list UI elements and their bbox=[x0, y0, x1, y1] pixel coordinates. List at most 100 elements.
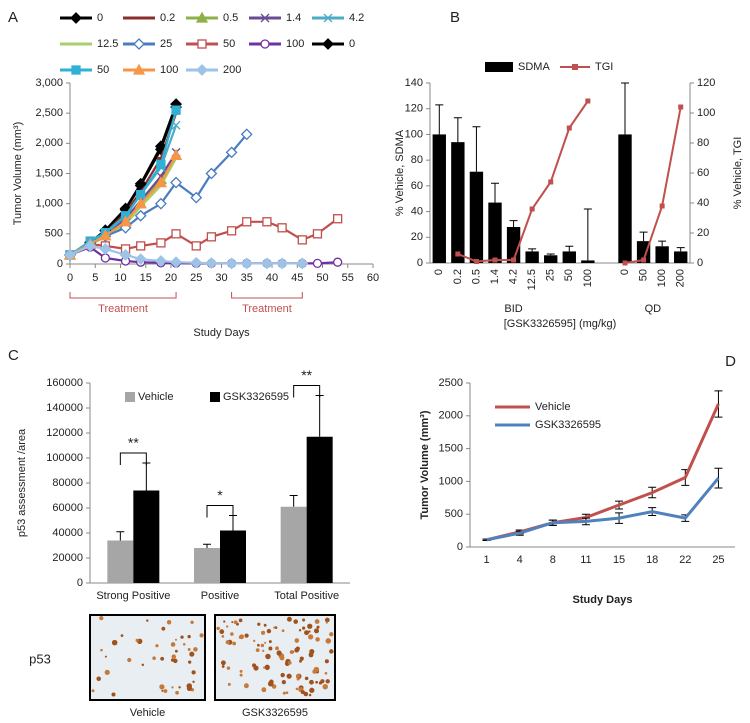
x-tick-label: 1.4 bbox=[489, 269, 501, 284]
nucleus bbox=[239, 669, 243, 673]
significance-label: * bbox=[217, 487, 223, 503]
marker bbox=[277, 223, 287, 233]
nucleus bbox=[260, 643, 265, 648]
marker bbox=[100, 253, 110, 263]
legend-label: 4.2 bbox=[349, 12, 364, 24]
y-tick-label: 0 bbox=[457, 541, 463, 553]
nucleus bbox=[268, 640, 272, 644]
nucleus bbox=[267, 680, 274, 687]
nucleus bbox=[170, 642, 176, 647]
marker bbox=[190, 191, 203, 204]
marker bbox=[170, 176, 182, 189]
x-tick-label: 45 bbox=[291, 272, 303, 284]
group-label: BID bbox=[504, 303, 522, 315]
marker bbox=[171, 229, 181, 239]
nucleus bbox=[265, 653, 271, 660]
error-bar bbox=[509, 220, 518, 227]
legend-label: GSK3326595 bbox=[535, 419, 601, 431]
nucleus bbox=[233, 620, 238, 625]
nucleus bbox=[281, 629, 285, 633]
nucleus bbox=[296, 677, 300, 681]
x-tick-label: 40 bbox=[266, 272, 278, 284]
significance-label: ** bbox=[301, 367, 312, 383]
legend-swatch bbox=[485, 62, 513, 72]
marker bbox=[196, 64, 208, 76]
nucleus bbox=[313, 628, 320, 634]
legend-swatch bbox=[210, 392, 220, 402]
nucleus bbox=[166, 620, 172, 625]
x-tick-label: 50 bbox=[637, 269, 649, 281]
y-tick-label: 1000 bbox=[439, 475, 463, 487]
x-tick-label: 4 bbox=[517, 554, 523, 566]
legend-marker bbox=[572, 64, 578, 70]
marker bbox=[312, 229, 323, 239]
nucleus bbox=[313, 666, 320, 673]
x-tick-label: 55 bbox=[342, 272, 354, 284]
y-tick-label: 1500 bbox=[439, 443, 463, 455]
marker bbox=[548, 179, 554, 185]
marker bbox=[296, 257, 309, 270]
y-tick-label: 80000 bbox=[52, 477, 83, 489]
marker bbox=[205, 167, 218, 180]
nucleus bbox=[253, 639, 256, 643]
nucleus bbox=[329, 649, 334, 654]
legend-label: 200 bbox=[223, 64, 241, 76]
bar bbox=[306, 436, 333, 583]
bar bbox=[674, 251, 688, 263]
nucleus bbox=[99, 616, 104, 621]
y-tick-label: 60 bbox=[411, 180, 423, 192]
legend-label: Vehicle bbox=[138, 391, 173, 403]
nucleus bbox=[232, 641, 237, 646]
marker bbox=[169, 149, 183, 161]
y-tick-label: 160000 bbox=[46, 377, 83, 389]
nucleus bbox=[302, 626, 306, 630]
marker bbox=[119, 249, 132, 261]
nucleus bbox=[199, 633, 204, 638]
nucleus bbox=[295, 646, 300, 651]
nucleus bbox=[178, 686, 181, 689]
x-tick-label: 25 bbox=[545, 269, 557, 281]
error-bar bbox=[676, 247, 685, 252]
marker bbox=[154, 140, 167, 153]
nucleus bbox=[225, 625, 229, 628]
y-tick-label: 1,500 bbox=[35, 167, 63, 179]
x-tick-label: 200 bbox=[675, 269, 687, 287]
bar bbox=[488, 202, 502, 263]
x-tick-label: 35 bbox=[241, 272, 253, 284]
legend-label: 100 bbox=[286, 38, 304, 50]
nucleus bbox=[304, 676, 309, 681]
significance-bracket bbox=[293, 385, 321, 398]
marker bbox=[240, 257, 253, 270]
y-tick-label: 2,500 bbox=[35, 107, 63, 119]
nucleus bbox=[174, 649, 178, 653]
marker bbox=[678, 104, 684, 110]
x-tick-label: 0 bbox=[67, 272, 73, 284]
error-bar bbox=[472, 126, 481, 172]
marker bbox=[119, 215, 132, 227]
marker bbox=[297, 235, 307, 245]
y-tick-label: 0 bbox=[697, 257, 703, 269]
nucleus bbox=[193, 647, 198, 652]
y-tick-label: 0 bbox=[77, 577, 83, 589]
nucleus bbox=[298, 628, 302, 632]
marker bbox=[225, 257, 238, 270]
x-tick-label: 100 bbox=[656, 269, 668, 287]
marker bbox=[132, 63, 146, 75]
nucleus bbox=[173, 658, 178, 664]
nucleus bbox=[163, 689, 168, 693]
bar bbox=[469, 171, 484, 263]
nucleus bbox=[261, 687, 267, 693]
nucleus bbox=[175, 690, 179, 695]
nucleus bbox=[221, 665, 225, 668]
nucleus bbox=[315, 637, 320, 642]
micrograph bbox=[89, 614, 206, 701]
y-tick-label: 2,000 bbox=[35, 137, 63, 149]
marker bbox=[154, 255, 167, 267]
nucleus bbox=[220, 660, 226, 666]
caption: GSK3326595 bbox=[242, 707, 308, 719]
nucleus bbox=[182, 642, 186, 646]
x-tick-label: 18 bbox=[646, 554, 658, 566]
nucleus bbox=[100, 648, 103, 652]
nucleus bbox=[324, 617, 330, 623]
x-tick-label: 60 bbox=[367, 272, 379, 284]
